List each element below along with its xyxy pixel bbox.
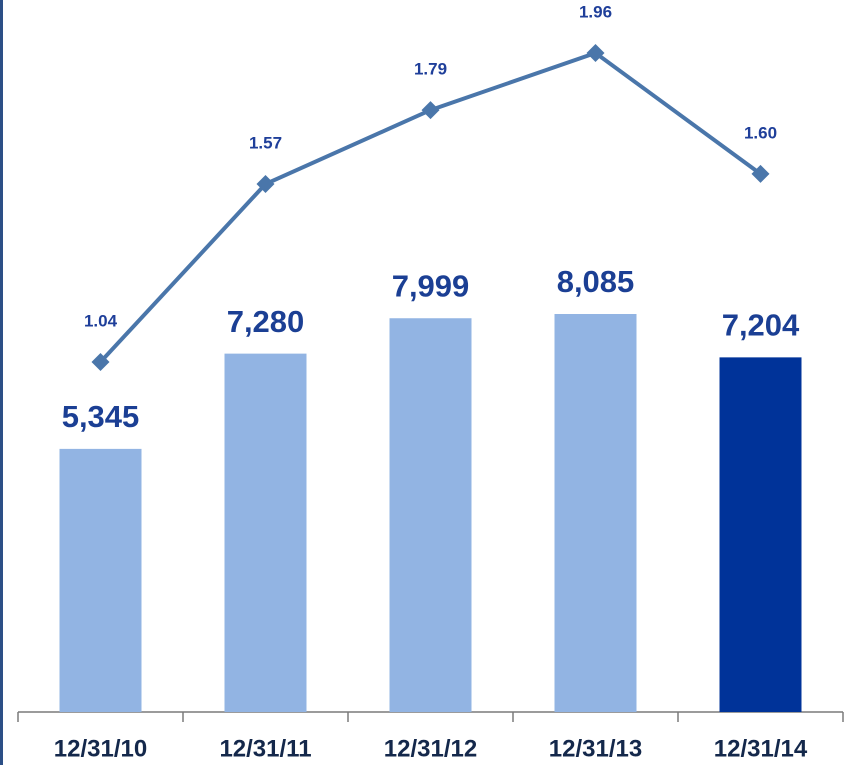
x-tick-label: 12/31/11	[219, 735, 311, 762]
line	[99, 50, 762, 364]
bar	[59, 448, 142, 712]
line-value-label: 1.60	[744, 123, 777, 142]
bar-value-label: 7,204	[722, 308, 800, 343]
line-value-label: 1.96	[579, 2, 612, 21]
x-tick-label: 12/31/14	[714, 735, 808, 762]
line-marker	[421, 101, 440, 120]
line-value-label: 1.57	[249, 133, 282, 152]
bar-value-label: 7,280	[227, 304, 305, 339]
x-tick-label: 12/31/12	[384, 735, 477, 762]
bar-value-label: 8,085	[557, 264, 635, 299]
line-marker	[586, 44, 605, 62]
line-marker	[91, 353, 110, 371]
bar	[719, 357, 802, 712]
line-marker	[751, 164, 770, 183]
line-value-label: 1.79	[414, 60, 447, 79]
line-marker	[256, 174, 275, 193]
line-value-label: 1.04	[84, 311, 118, 330]
x-tick-label: 12/31/10	[54, 735, 147, 762]
x-tick-label: 12/31/13	[549, 735, 642, 762]
bar-value-label: 5,345	[62, 399, 140, 434]
left-border	[0, 0, 3, 765]
bar	[224, 353, 307, 712]
bar	[554, 314, 637, 712]
bar	[389, 318, 472, 712]
bar-value-label: 7,999	[392, 268, 470, 303]
